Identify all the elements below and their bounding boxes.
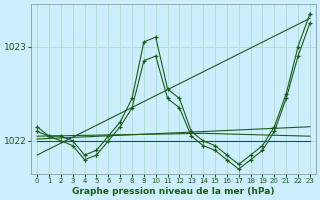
X-axis label: Graphe pression niveau de la mer (hPa): Graphe pression niveau de la mer (hPa) [72,187,275,196]
